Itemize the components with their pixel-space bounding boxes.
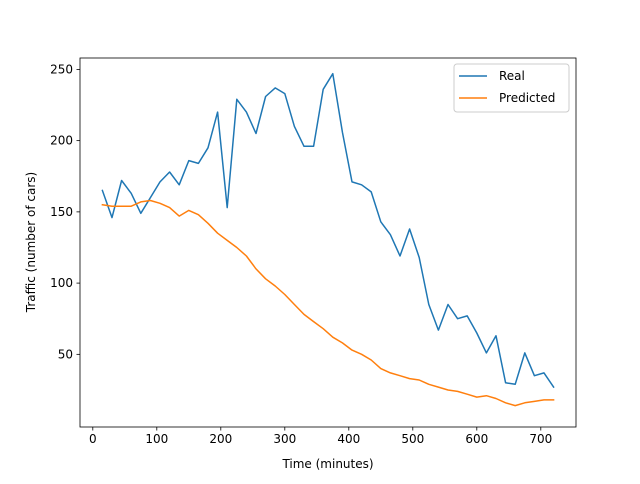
y-tick-label: 250 [50,62,73,76]
x-tick-label: 300 [273,432,296,446]
x-tick-label: 700 [529,432,552,446]
plot-area [80,58,576,427]
legend: Real Predicted [453,63,570,113]
x-axis-label: Time (minutes) [281,457,373,471]
y-axis-label: Traffic (number of cars) [24,172,38,313]
series-line-predicted [101,199,555,407]
x-tick-label: 100 [145,432,168,446]
axes [79,57,577,428]
plot-background [80,58,576,427]
axes-frame [79,57,577,428]
legend-label-predicted: Predicted [499,91,555,105]
series-lines [101,72,555,407]
x-tick-label: 200 [209,432,232,446]
y-tick-label: 200 [50,134,73,148]
x-tick-label: 600 [465,432,488,446]
x-tick-label: 400 [337,432,360,446]
ticks: 0 100 200 300 400 500 600 700 50 100 150 200 250 [50,62,552,446]
x-tick-label: 500 [401,432,424,446]
y-tick-label: 150 [50,205,73,219]
y-tick-label: 100 [50,276,73,290]
legend-label-real: Real [499,69,525,83]
x-tick-label: 0 [89,432,97,446]
y-tick-label: 50 [58,347,73,361]
series-line-real [101,72,555,389]
